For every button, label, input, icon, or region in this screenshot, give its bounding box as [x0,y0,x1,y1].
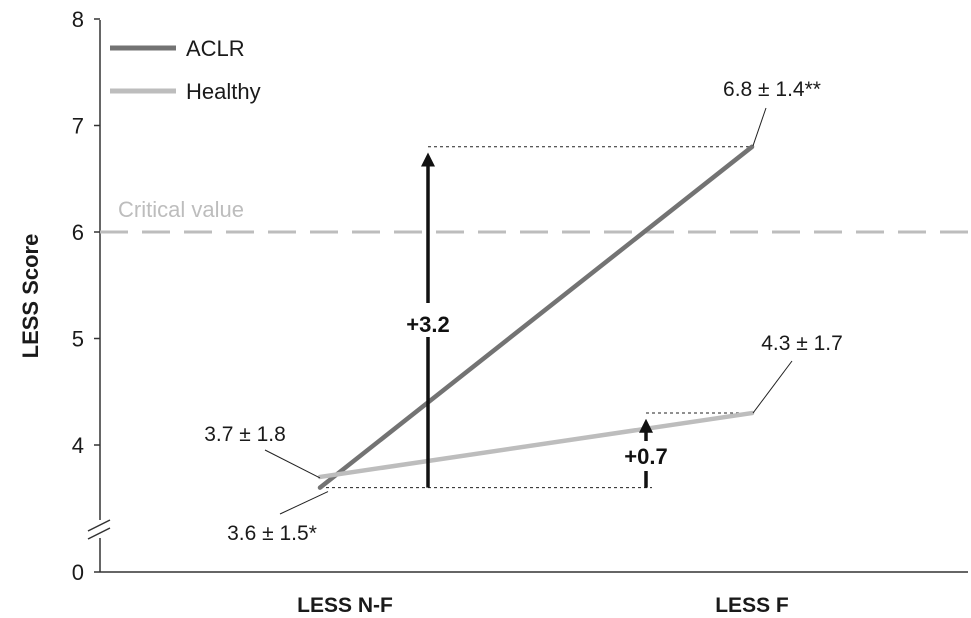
leader-healthy-nf [264,449,321,479]
y-tick-label-0: 0 [72,560,84,585]
legend-label-aclr: ACLR [186,36,245,61]
series-line-healthy [317,410,755,480]
critical-value-label: Critical value [118,197,244,222]
data-label-healthy-nf: 3.7 ± 1.8 [204,423,286,446]
y-tick-label-5: 5 [72,327,84,352]
leader-aclr-f [752,107,767,146]
difference-label-healthy-bg [615,441,677,471]
difference-label-aclr: +3.2 [406,312,449,337]
legend-label-healthy: Healthy [186,79,261,104]
difference-label-healthy: +0.7 [624,444,667,469]
leader-aclr-nf [279,491,329,515]
y-ticks: 0 4 5 6 7 8 [72,7,100,585]
difference-label-aclr-bg [397,303,459,337]
data-label-healthy-f: 4.3 ± 1.7 [761,332,843,355]
leader-healthy-f [752,360,793,414]
y-tick-label-7: 7 [72,114,84,139]
x-category-less-nf: LESS N-F [297,594,393,617]
data-label-aclr-nf: 3.6 ± 1.5* [227,522,317,545]
x-category-less-f: LESS F [715,594,789,617]
y-tick-label-8: 8 [72,7,84,32]
y-axis-title: LESS Score [18,234,43,359]
y-tick-label-6: 6 [72,220,84,245]
data-label-aclr-f: 6.8 ± 1.4** [723,78,821,101]
axis-break-mark [84,519,116,540]
legend: ACLR Healthy [110,36,261,104]
series-line-aclr [317,144,755,490]
y-tick-label-4: 4 [72,433,84,458]
